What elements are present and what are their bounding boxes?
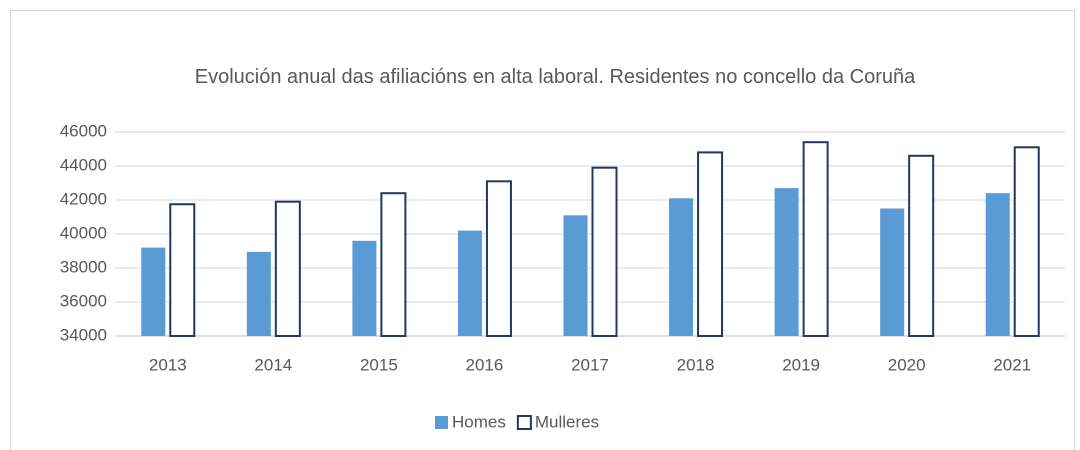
x-tick-label: 2019 [782, 355, 820, 374]
x-tick-label: 2017 [571, 355, 609, 374]
bar [591, 166, 618, 337]
x-tick-label: 2021 [993, 355, 1031, 374]
bar [485, 180, 512, 337]
bar [802, 141, 829, 337]
bar [141, 247, 166, 336]
bar [274, 200, 301, 337]
x-tick-label: 2020 [888, 355, 926, 374]
bar [774, 188, 799, 336]
y-tick-label: 36000 [60, 291, 107, 310]
y-tick-label: 46000 [60, 121, 107, 140]
x-tick-label: 2018 [677, 355, 715, 374]
bar [352, 240, 377, 336]
bar [908, 154, 935, 337]
y-tick-label: 44000 [60, 155, 107, 174]
bar [169, 203, 196, 337]
y-tick-label: 42000 [60, 189, 107, 208]
x-tick-label: 2015 [360, 355, 398, 374]
x-tick-label: 2014 [254, 355, 292, 374]
bar [880, 208, 905, 336]
bar [457, 230, 482, 336]
y-tick-label: 38000 [60, 257, 107, 276]
y-tick-label: 40000 [60, 223, 107, 242]
chart-title: Evolución anual das afiliacións en alta … [194, 66, 916, 88]
bar [697, 151, 724, 337]
legend-label: Homes [452, 412, 506, 431]
x-tick-label: 2016 [466, 355, 504, 374]
chart-border [10, 10, 1075, 450]
legend-swatch [516, 415, 532, 430]
x-tick-label: 2013 [149, 355, 187, 374]
bar [1013, 146, 1040, 337]
bar [563, 215, 588, 336]
bar [985, 193, 1010, 336]
legend-swatch [435, 416, 448, 429]
y-tick-label: 34000 [60, 325, 107, 344]
bar [380, 192, 407, 337]
legend-label: Mulleres [535, 412, 599, 431]
bar [246, 251, 271, 336]
bar [669, 198, 694, 336]
